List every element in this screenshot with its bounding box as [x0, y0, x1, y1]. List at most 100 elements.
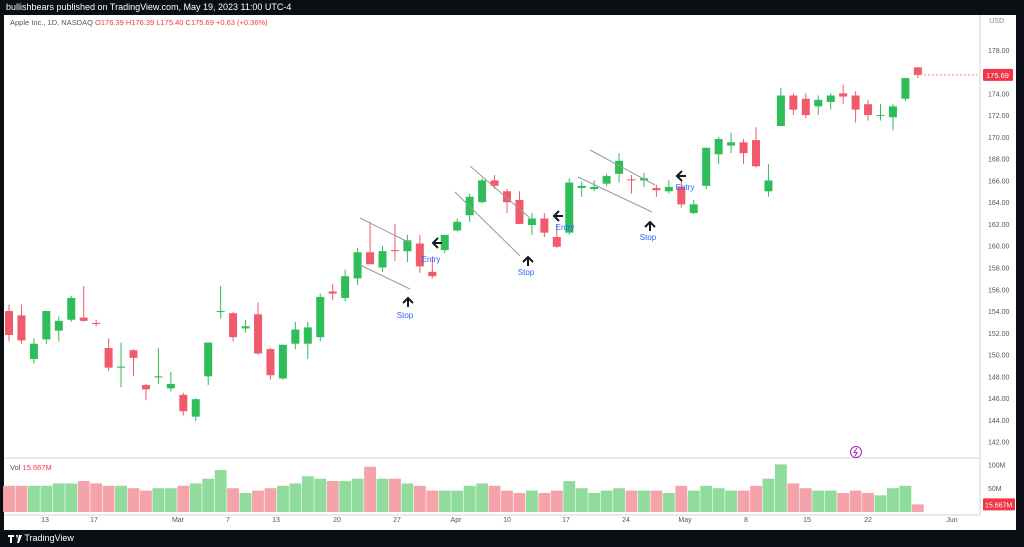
candle-body: [5, 311, 13, 335]
volume-bar: [874, 495, 887, 512]
chart-area: [4, 15, 1016, 530]
candle-body: [415, 243, 424, 267]
candle-body: [602, 176, 611, 184]
candle-body: [826, 95, 835, 103]
volume-bar: [252, 490, 264, 512]
last-volume-tag: [983, 498, 1015, 511]
volume-bar: [264, 488, 277, 512]
volume-bar: [650, 490, 663, 512]
candle-body: [79, 317, 88, 321]
volume-bar: [613, 488, 625, 512]
volume-bar: [239, 492, 252, 512]
volume-bar: [774, 464, 787, 512]
candle-body: [42, 311, 51, 340]
candle-body: [727, 142, 736, 146]
volume-bar: [675, 485, 688, 512]
volume-bar: [401, 483, 414, 512]
candle-body: [677, 186, 686, 205]
volume-bar: [40, 485, 53, 512]
volume-bar: [899, 485, 912, 512]
volume-bar: [662, 492, 675, 512]
symbol-name: Apple Inc., 1D, NASDAQ: [10, 18, 93, 27]
volume-bar: [314, 478, 327, 512]
price-tick-label: 172.00: [988, 113, 1010, 120]
volume-bar: [600, 490, 613, 512]
time-tick-label: May: [678, 517, 692, 524]
candle-body: [664, 186, 673, 192]
candle-body: [291, 329, 300, 344]
candle-body: [490, 180, 499, 186]
volume-bar: [824, 490, 837, 512]
volume-bar: [625, 490, 638, 512]
volume-value: 15.667M: [22, 463, 52, 472]
volume-bar: [189, 483, 202, 512]
price-tick-label: 142.00: [988, 440, 1010, 447]
candle-body: [29, 343, 38, 359]
candle-body: [378, 251, 387, 268]
candle-body: [839, 93, 848, 97]
candle-body: [92, 323, 101, 325]
lightning-icon: [850, 446, 862, 458]
entry-label: Entry: [422, 255, 441, 264]
price-tick-label: 154.00: [988, 309, 1010, 316]
volume-bar: [887, 488, 899, 512]
stop-arrow: [402, 296, 414, 307]
volume-bar: [202, 478, 215, 512]
candle-body: [54, 320, 63, 331]
volume-bar: [438, 490, 451, 512]
price-tick-label: 146.00: [988, 396, 1010, 403]
candle-body: [17, 315, 26, 341]
candle-body: [527, 218, 536, 226]
candle-body: [166, 383, 175, 389]
candle-body: [752, 140, 760, 167]
channel-lower-line: [359, 264, 411, 290]
volume-bar: [227, 488, 240, 512]
price-tick-label: 158.00: [988, 265, 1010, 272]
publish-header: bullishbears published on TradingView.co…: [0, 0, 1024, 15]
candle-body: [303, 327, 312, 344]
volume-bar: [289, 483, 302, 512]
time-tick-label: 7: [226, 517, 230, 524]
volume-bar: [575, 488, 588, 512]
time-tick-label: 13: [272, 517, 280, 524]
price-tick-label: 150.00: [988, 353, 1010, 360]
time-tick-label: 13: [41, 517, 49, 524]
time-tick-label: 17: [562, 517, 570, 524]
volume-bar: [550, 490, 563, 512]
volume-label: Vol: [10, 463, 21, 472]
time-tick-label: 27: [393, 517, 401, 524]
volume-bar: [849, 490, 862, 512]
volume-bar: [52, 483, 65, 512]
candle-body: [590, 186, 599, 190]
candle-body: [453, 221, 462, 231]
price-tick-label: 160.00: [988, 244, 1010, 251]
candle-body: [851, 95, 860, 110]
volume-bar: [326, 481, 339, 512]
time-tick-label: 10: [503, 517, 511, 524]
entry-arrow: [552, 210, 563, 222]
volume-bar: [750, 485, 762, 512]
volume-bar: [638, 490, 650, 512]
volume-bar: [364, 466, 376, 512]
volume-bar: [77, 481, 90, 512]
candle-body: [814, 99, 823, 107]
volume-bar: [700, 485, 713, 512]
candle-body: [652, 188, 661, 191]
volume-bar: [127, 488, 140, 512]
volume-bar: [65, 483, 78, 512]
candle-body: [390, 250, 399, 252]
volume-bar: [115, 485, 127, 512]
lightning-bolt-icon: [853, 447, 858, 457]
volume-bar: [837, 492, 850, 512]
candle-body: [876, 115, 885, 117]
volume-bar: [563, 481, 576, 512]
candle-body: [888, 106, 897, 118]
volume-bar: [588, 492, 601, 512]
volume-bar: [812, 490, 825, 512]
volume-bar: [15, 485, 28, 512]
tradingview-icon: [8, 534, 22, 543]
candle-body: [204, 342, 213, 377]
candle-body: [689, 204, 698, 214]
volume-bar: [376, 478, 389, 512]
volume-bar: [762, 478, 775, 512]
